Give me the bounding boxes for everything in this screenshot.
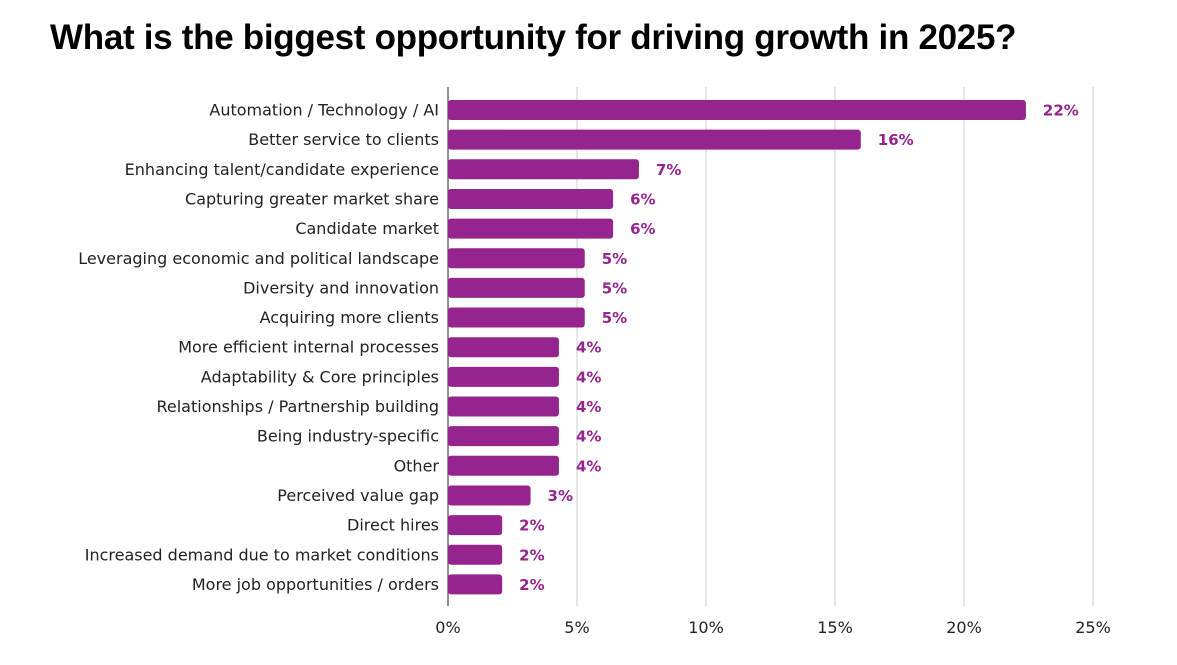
bar [448,337,559,358]
bar [448,366,559,387]
value-label: 3% [548,487,573,505]
bars [448,100,1026,595]
bar [448,455,559,476]
bar [448,515,503,536]
bar [448,277,585,298]
category-label: Better service to clients [248,130,439,149]
category-label: Acquiring more clients [260,308,439,327]
value-label: 4% [576,368,601,386]
bar [448,248,585,269]
x-tick-label: 10% [688,618,724,637]
value-label: 4% [576,398,601,416]
bar [448,129,861,150]
x-tick-label: 25% [1075,618,1111,637]
value-label: 4% [576,428,601,446]
value-label: 6% [630,220,655,238]
chart-title: What is the biggest opportunity for driv… [50,18,1017,57]
category-label: Relationships / Partnership building [156,397,439,416]
value-label: 5% [602,279,627,297]
category-label: Leveraging economic and political landsc… [78,249,439,268]
bar [448,100,1026,120]
category-label: More efficient internal processes [178,338,439,357]
bar [448,307,585,328]
category-label: Perceived value gap [277,486,439,505]
value-label: 7% [656,161,681,179]
bar [448,159,639,180]
bar [448,188,614,209]
value-label: 2% [519,546,544,564]
category-label: Direct hires [347,516,439,535]
bar [448,396,559,417]
value-label: 4% [576,339,601,357]
x-tick-label: 0% [435,618,460,637]
category-label: Increased demand due to market condition… [85,545,439,564]
value-label: 5% [602,309,627,327]
bar [448,574,503,595]
value-labels: 22%16%7%6%6%5%5%5%4%4%4%4%4%3%2%2%2% [519,102,1079,594]
category-label: Adaptability & Core principles [201,367,439,386]
x-tick-label: 5% [564,618,589,637]
x-tick-label: 15% [817,618,853,637]
value-label: 6% [630,190,655,208]
category-label: Other [394,456,440,475]
value-label: 2% [519,576,544,594]
value-label: 5% [602,250,627,268]
x-axis-ticks: 0% 5% 10% 15% 20% 25% [435,618,1110,637]
value-label: 2% [519,517,544,535]
bar [448,426,559,447]
value-label: 22% [1043,102,1079,120]
category-label: Being industry-specific [257,427,439,446]
category-label: Automation / Technology / AI [209,101,439,120]
bar [448,544,503,565]
category-label: Enhancing talent/candidate experience [125,160,439,179]
category-labels: Automation / Technology / AI Better servi… [78,101,439,594]
value-label: 16% [878,131,914,149]
bar [448,218,614,239]
category-label: Capturing greater market share [185,189,439,208]
category-label: Diversity and innovation [243,278,439,297]
value-label: 4% [576,457,601,475]
category-label: Candidate market [295,219,439,238]
bar [448,485,531,506]
category-label: More job opportunities / orders [192,575,439,594]
x-tick-label: 20% [946,618,982,637]
